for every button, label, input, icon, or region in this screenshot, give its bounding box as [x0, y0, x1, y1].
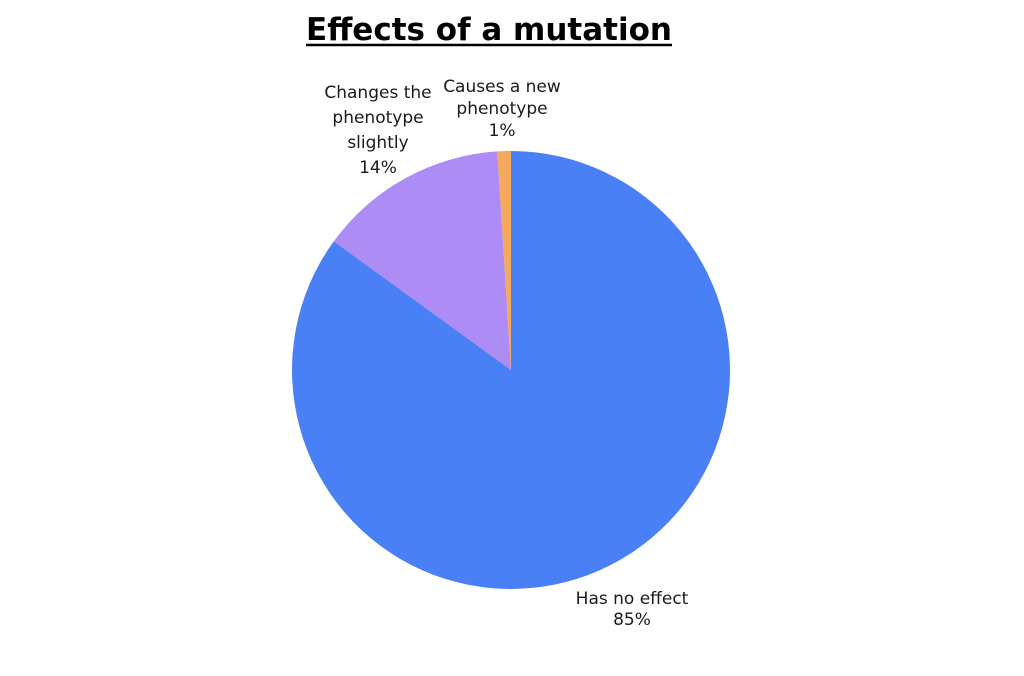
slice-label-line: slightly — [347, 133, 408, 153]
slice-label-line: phenotype — [456, 99, 547, 119]
pie-slices — [292, 151, 731, 589]
pie-slice-1 — [292, 151, 731, 589]
pie-slice-3 — [497, 151, 511, 370]
slice-value-label: 1% — [489, 121, 516, 141]
slice-label-line: phenotype — [332, 108, 423, 128]
pie-slice-2 — [333, 151, 511, 370]
slice-label-line: Causes a new — [443, 77, 561, 97]
chart-title: Effects of a mutation — [306, 12, 672, 48]
slice-label-3: Causes a new phenotype 1% — [443, 77, 561, 141]
slice-label-line: Has no effect — [576, 589, 689, 609]
slice-label-1: Has no effect 85% — [576, 589, 689, 630]
slice-value-label: 85% — [613, 610, 651, 630]
pie-labels: Has no effect 85% Changes the phenotype slig… — [324, 77, 688, 630]
slice-label-2: Changes the phenotype slightly 14% — [324, 83, 431, 178]
slice-value-label: 14% — [359, 158, 397, 178]
slice-label-line: Changes the — [324, 83, 431, 103]
